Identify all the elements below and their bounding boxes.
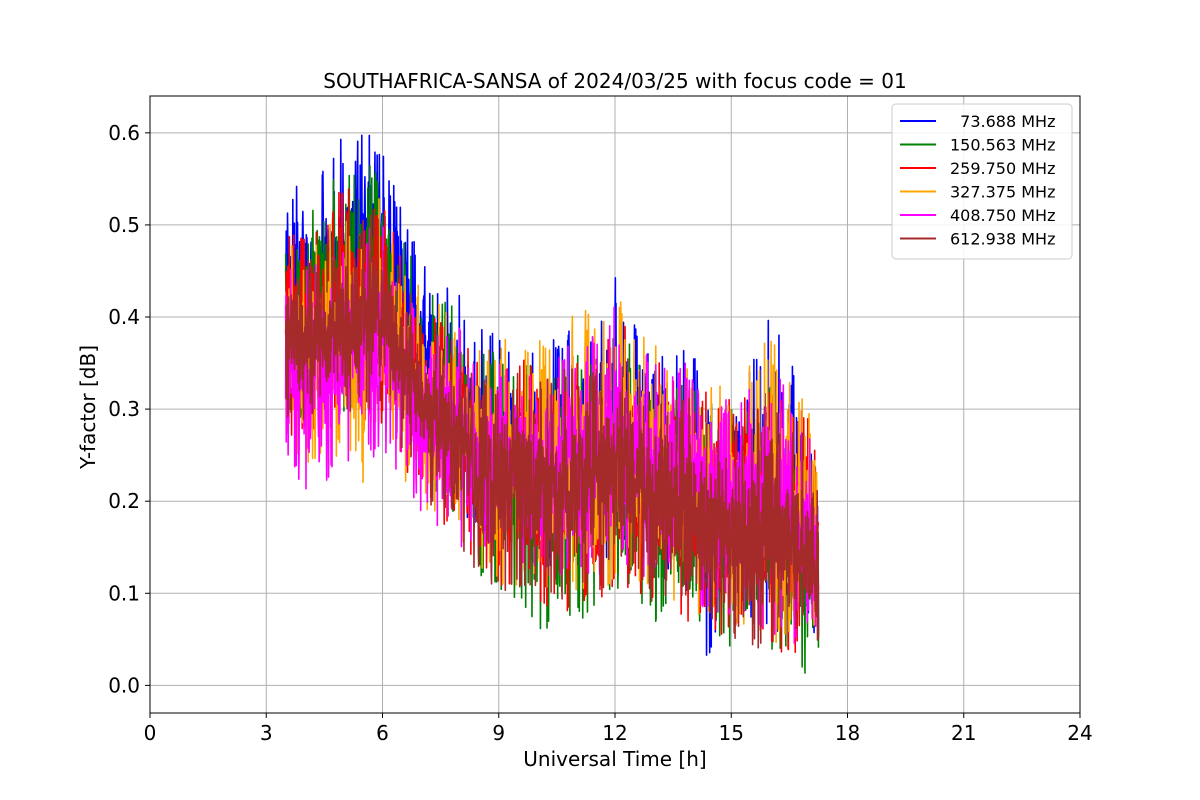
x-tick-label: 0 xyxy=(144,721,157,745)
y-tick-label: 0.5 xyxy=(108,213,140,237)
x-tick-label: 24 xyxy=(1067,721,1092,745)
x-tick-label: 9 xyxy=(492,721,505,745)
legend-label: 612.938 MHz xyxy=(950,230,1055,249)
y-axis-ticks: 0.0 0.1 0.2 0.3 0.4 0.5 0.6 xyxy=(108,121,150,697)
x-axis-ticks: 0 3 6 9 12 15 18 21 24 xyxy=(144,713,1093,745)
series-group xyxy=(284,134,820,674)
y-tick-label: 0.1 xyxy=(108,581,140,605)
legend-box xyxy=(891,103,1073,260)
x-tick-label: 6 xyxy=(376,721,389,745)
legend-label: 408.750 MHz xyxy=(950,206,1055,225)
legend-label: 259.750 MHz xyxy=(950,159,1055,178)
legend-label: 150.563 MHz xyxy=(950,136,1055,155)
x-tick-label: 12 xyxy=(602,721,627,745)
y-tick-label: 0.3 xyxy=(108,397,140,421)
x-tick-label: 21 xyxy=(951,721,976,745)
x-tick-label: 18 xyxy=(835,721,860,745)
x-tick-label: 15 xyxy=(719,721,744,745)
legend-label: 73.688 MHz xyxy=(950,112,1055,131)
x-axis-label: Universal Time [h] xyxy=(523,747,706,771)
chart-title: SOUTHAFRICA-SANSA of 2024/03/25 with foc… xyxy=(323,69,907,93)
y-tick-label: 0.6 xyxy=(108,121,140,145)
legend: 73.688 MHz 150.563 MHz 259.750 MHz 327.375 … xyxy=(891,103,1073,260)
series-line xyxy=(284,213,820,649)
y-tick-label: 0.0 xyxy=(108,673,140,697)
y-axis-label: Y-factor [dB] xyxy=(76,345,100,470)
legend-label: 327.375 MHz xyxy=(950,183,1055,202)
y-tick-label: 0.4 xyxy=(108,305,140,329)
x-tick-label: 3 xyxy=(260,721,273,745)
y-tick-label: 0.2 xyxy=(108,489,140,513)
